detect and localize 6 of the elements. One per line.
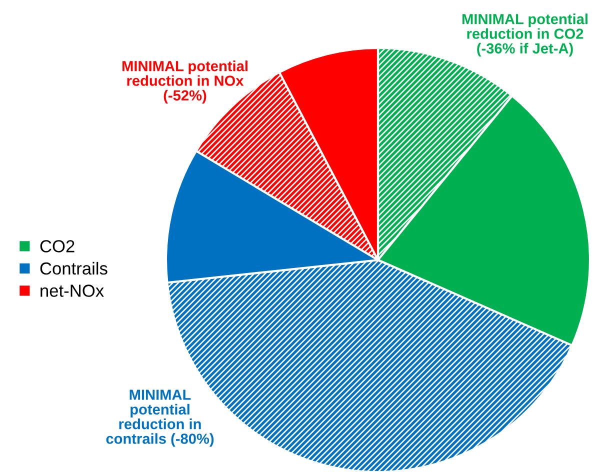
legend-label: CO2	[40, 240, 74, 252]
legend-label: Contrails	[40, 262, 108, 275]
legend-label: net-NOx	[40, 284, 104, 297]
text: MINIMAL potential reduction in CO2 (-36% if Jet-A)	[462, 14, 588, 56]
text: MINIMAL potential reduction in contrails (-80%)	[106, 390, 214, 447]
text: MINIMAL potential reduction in NOx (-52%)	[122, 60, 248, 104]
